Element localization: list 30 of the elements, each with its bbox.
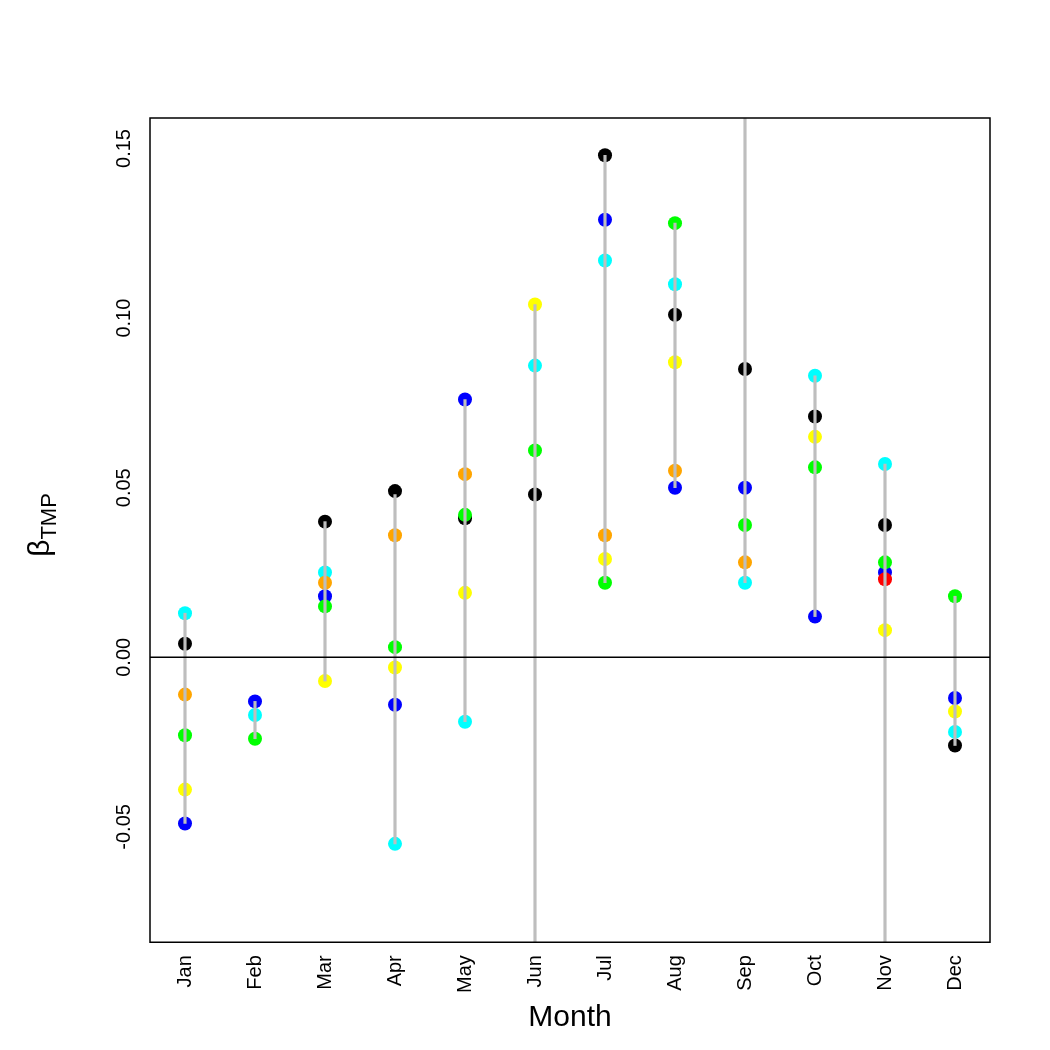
y-tick-label: 0.10 <box>111 298 134 338</box>
x-tick-label: Jun <box>522 955 545 988</box>
x-tick-label: Sep <box>732 955 755 991</box>
bar <box>463 399 467 723</box>
bar <box>883 463 887 943</box>
x-axis-title: Month <box>528 999 612 1033</box>
x-tick-label: Nov <box>872 955 895 991</box>
x-tick-label: May <box>452 955 475 994</box>
bar <box>393 494 397 845</box>
x-tick-label: Oct <box>802 954 825 987</box>
bar <box>323 521 327 682</box>
x-tick-label: Aug <box>662 955 685 991</box>
y-tick-label: 0.15 <box>111 129 134 168</box>
bar <box>813 375 817 617</box>
bar <box>603 154 607 584</box>
y-tick-label: 0.00 <box>111 637 134 677</box>
bar <box>673 222 677 489</box>
bar <box>183 612 187 824</box>
bar <box>533 304 537 943</box>
bar <box>953 595 957 746</box>
bar <box>743 118 747 584</box>
bar <box>253 701 257 740</box>
y-tick-label: -0.05 <box>111 804 134 850</box>
x-tick-label: Apr <box>382 954 405 987</box>
y-tick-label: 0.05 <box>111 468 134 508</box>
x-tick-label: Mar <box>312 954 335 990</box>
x-tick-label: Jul <box>592 955 615 981</box>
x-tick-label: Feb <box>242 955 265 990</box>
x-tick-label: Dec <box>942 955 965 991</box>
x-tick-label: Jan <box>172 955 195 988</box>
